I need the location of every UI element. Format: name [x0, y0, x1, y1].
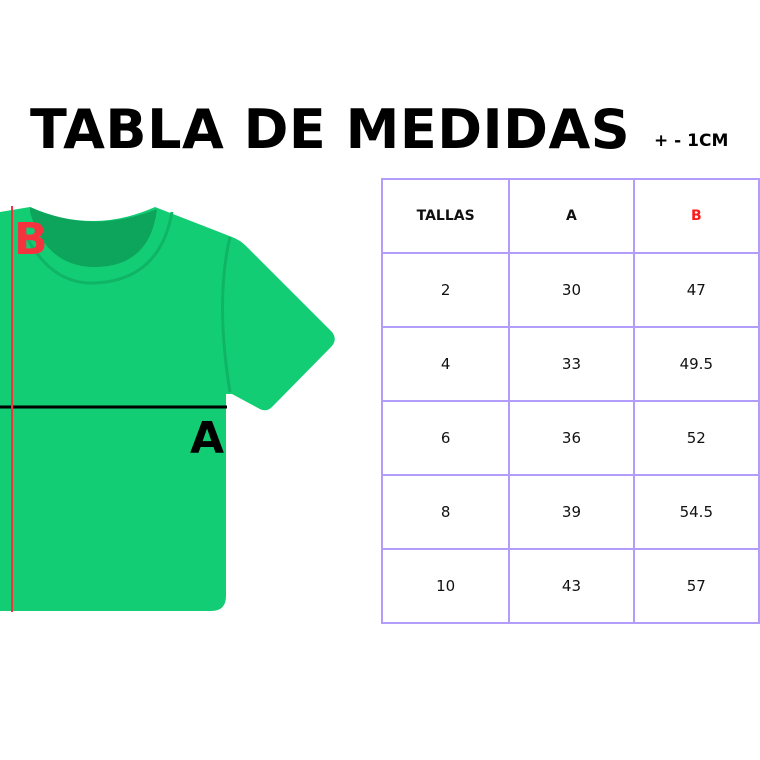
table-row: 10 43 57: [380, 548, 760, 624]
cell-b: 57: [632, 548, 760, 624]
cell-b: 47: [632, 252, 760, 328]
table-header-row: TALLAS A B: [380, 178, 760, 254]
header-a: A: [508, 178, 635, 254]
cell-size: 2: [380, 252, 511, 328]
cell-size: 6: [380, 400, 511, 476]
tshirt-collar-inner: [30, 207, 157, 268]
size-table: TALLAS A B 2 30 47 4 33 49.5 6 36 52 8 39 54.5 1…: [380, 178, 760, 624]
header-b: B: [632, 178, 760, 254]
tshirt-collar-seam: [22, 211, 174, 285]
cell-size: 8: [380, 474, 511, 550]
tshirt-body: [0, 207, 335, 611]
table-row: 6 36 52: [380, 400, 760, 476]
cell-a: 43: [508, 548, 635, 624]
cell-b: 52: [632, 400, 760, 476]
cell-a: 39: [508, 474, 635, 550]
tolerance-note: + - 1CM: [654, 131, 729, 151]
label-b: B: [14, 214, 48, 265]
table-row: 2 30 47: [380, 252, 760, 328]
tshirt-diagram: B A: [0, 206, 335, 612]
cell-a: 36: [508, 400, 635, 476]
tshirt-sleeve-seam: [221, 236, 232, 393]
cell-size: 4: [380, 326, 511, 402]
cell-a: 30: [508, 252, 635, 328]
table-row: 8 39 54.5: [380, 474, 760, 550]
cell-a: 33: [508, 326, 635, 402]
cell-b: 49.5: [632, 326, 760, 402]
page-title: TABLA DE MEDIDAS: [30, 98, 631, 161]
cell-size: 10: [380, 548, 511, 624]
header-tallas: TALLAS: [380, 178, 511, 254]
cell-b: 54.5: [632, 474, 760, 550]
table-row: 4 33 49.5: [380, 326, 760, 402]
label-a: A: [190, 413, 224, 464]
